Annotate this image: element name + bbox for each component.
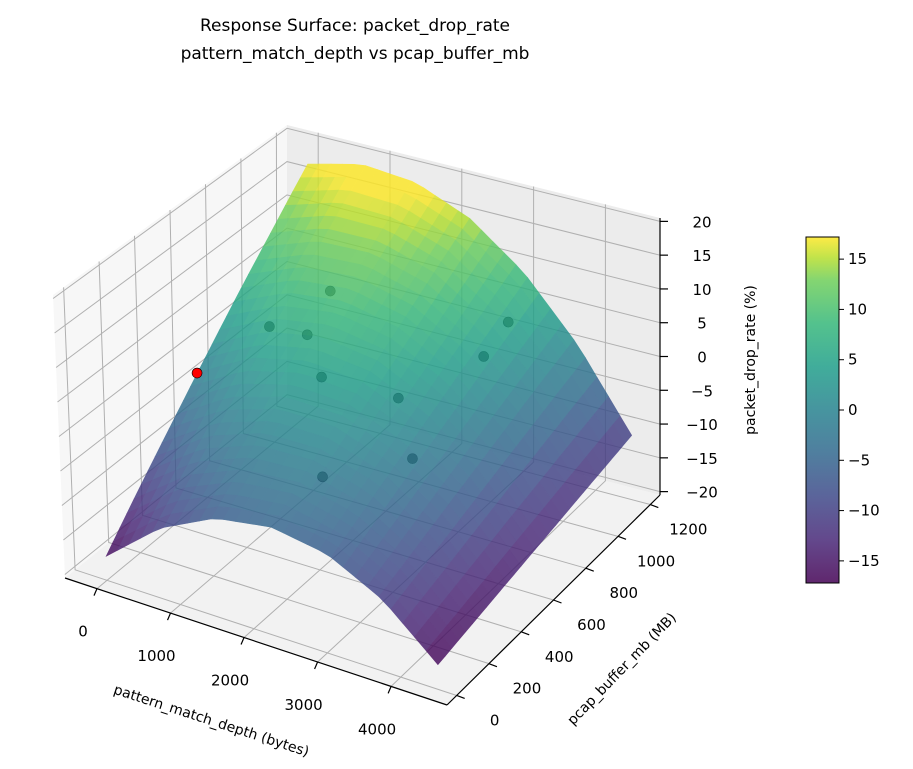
x-tick-label: 4000 <box>358 720 396 738</box>
x-axis-line <box>64 577 448 706</box>
y-tick-label: 200 <box>513 680 542 698</box>
y-tick-mark <box>650 503 659 509</box>
colorbar-tick-label: 10 <box>848 300 867 318</box>
y-tick-label: 1200 <box>669 521 707 539</box>
x-tick-label: 2000 <box>211 672 249 690</box>
axis-lines <box>64 218 668 706</box>
z-tick-label: −5 <box>691 382 713 400</box>
y-tick-label: 800 <box>609 584 638 602</box>
gridline-z <box>54 161 661 334</box>
x-tick-label: 0 <box>78 623 88 641</box>
x-tick-mark <box>93 588 98 596</box>
response-surface <box>105 163 633 666</box>
y-tick-mark <box>617 535 627 540</box>
colorbar-tick-label: −15 <box>848 552 880 570</box>
y-tick-label: 600 <box>577 616 606 634</box>
x-tick-mark <box>166 612 172 621</box>
surface-patch <box>425 641 446 666</box>
z-tick-label: 10 <box>692 281 711 299</box>
y-tick-mark <box>585 567 594 572</box>
x-tick-mark <box>240 637 245 645</box>
y-tick-mark <box>488 663 498 668</box>
colorbar-tick-label: −5 <box>848 451 870 469</box>
colorbar-tick-label: 5 <box>848 351 858 369</box>
x-tick-label: 1000 <box>137 647 175 665</box>
y-tick-mark <box>553 599 562 604</box>
chart-title: Response Surface: packet_drop_rate <box>200 16 510 36</box>
gridline-z <box>55 194 661 368</box>
z-tick-label: 20 <box>692 213 711 231</box>
z-tick-label: 0 <box>697 349 707 367</box>
gridline-y <box>63 287 457 696</box>
z-tick-label: 5 <box>697 315 707 333</box>
gridline-z <box>52 127 661 299</box>
y-tick-label: 1000 <box>637 552 675 570</box>
colorbar-tick-label: −10 <box>848 502 880 520</box>
z-tick-label: −20 <box>686 484 718 502</box>
scatter-point <box>191 367 203 379</box>
y-tick-label: 0 <box>490 711 500 729</box>
z-tick-label: −10 <box>686 416 718 434</box>
y-tick-label: 400 <box>545 648 574 666</box>
x-tick-mark <box>387 686 392 694</box>
z-tick-label: −15 <box>686 450 718 468</box>
z-tick-label: 15 <box>692 247 711 265</box>
y-tick-mark <box>521 631 530 636</box>
y-tick-mark <box>456 694 465 700</box>
gridline-y <box>98 261 490 665</box>
x-tick-mark <box>314 661 319 670</box>
scatter-points-front <box>191 367 203 379</box>
colorbar-gradient <box>806 237 839 583</box>
x-axis-label: pattern_match_depth (bytes) <box>112 682 311 760</box>
colorbar-tick-label: 15 <box>848 250 867 268</box>
x-tick-label: 3000 <box>284 696 322 714</box>
chart-subtitle: pattern_match_depth vs pcap_buffer_mb <box>181 44 530 64</box>
colorbar-tick-label: 0 <box>848 401 858 419</box>
z-axis-label: packet_drop_rate (%) <box>743 285 759 435</box>
colorbar: −15 −10 −5 0 5 10 15 <box>805 236 880 584</box>
